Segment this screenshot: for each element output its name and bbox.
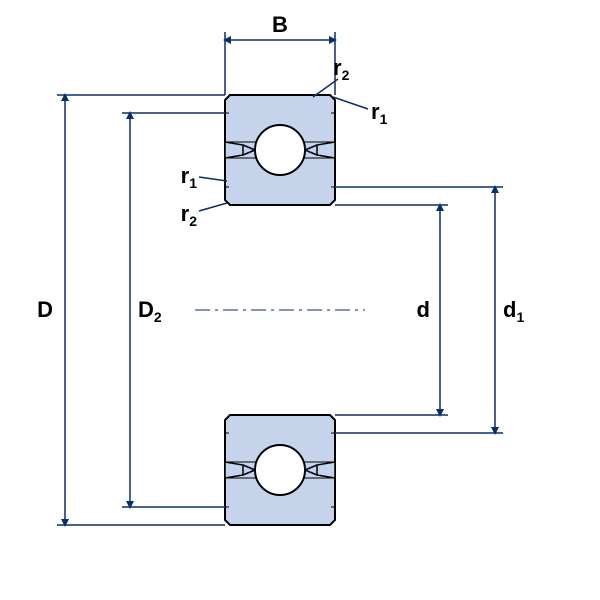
svg-text:d1: d1	[503, 297, 524, 325]
svg-text:r1: r1	[371, 99, 388, 127]
svg-text:d: d	[417, 297, 430, 322]
svg-text:B: B	[272, 12, 288, 37]
svg-text:D: D	[37, 297, 53, 322]
svg-text:r1: r1	[181, 163, 198, 191]
svg-text:D2: D2	[138, 297, 162, 325]
bearing-diagram: B D D2 d d1 r1 r2 r1 r2	[0, 0, 600, 600]
svg-text:r2: r2	[181, 201, 198, 229]
svg-text:r2: r2	[333, 55, 350, 83]
